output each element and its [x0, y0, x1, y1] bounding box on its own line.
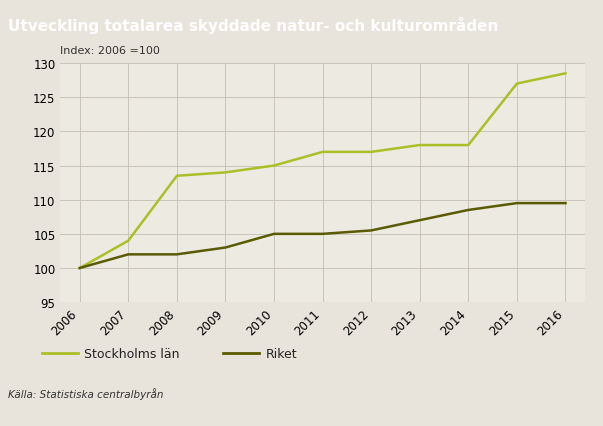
Text: Utveckling totalarea skyddade natur- och kulturområden: Utveckling totalarea skyddade natur- och… [8, 17, 498, 34]
Text: Källa: Statistiska centralbyrån: Källa: Statistiska centralbyrån [8, 388, 163, 400]
Text: Index: 2006 =100: Index: 2006 =100 [60, 46, 160, 55]
Text: Riket: Riket [265, 347, 297, 360]
Text: Stockholms län: Stockholms län [84, 347, 180, 360]
